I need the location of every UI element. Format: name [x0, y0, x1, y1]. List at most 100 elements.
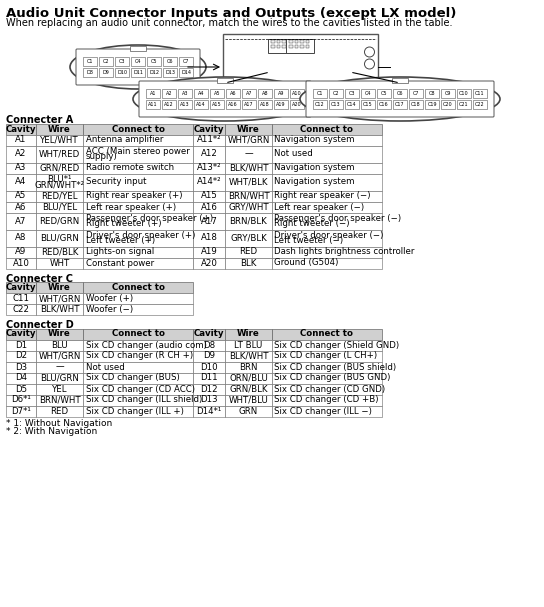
Text: Driver's door speaker (−): Driver's door speaker (−): [275, 231, 384, 240]
FancyBboxPatch shape: [425, 89, 439, 98]
Text: WHT/GRN: WHT/GRN: [38, 294, 81, 303]
Bar: [193, 246, 225, 257]
Ellipse shape: [70, 45, 206, 89]
Bar: [193, 384, 225, 395]
FancyBboxPatch shape: [361, 100, 375, 109]
Text: C22: C22: [475, 102, 485, 107]
Text: Cavity: Cavity: [6, 124, 36, 134]
Text: Connecter D: Connecter D: [6, 320, 74, 330]
Text: C4: C4: [364, 91, 371, 96]
FancyBboxPatch shape: [194, 89, 208, 98]
Text: A16: A16: [228, 102, 238, 107]
Bar: [272, 246, 382, 257]
Text: D12: D12: [149, 70, 159, 75]
Text: WHT/RED: WHT/RED: [39, 149, 80, 158]
Text: Six CD changer (ILL +): Six CD changer (ILL +): [85, 407, 183, 416]
Text: C16: C16: [379, 102, 389, 107]
Text: GRN/BLK: GRN/BLK: [229, 384, 268, 393]
Bar: [6, 350, 36, 362]
Bar: [36, 328, 83, 339]
Bar: [36, 191, 83, 202]
Text: C11: C11: [475, 91, 485, 96]
Text: —: —: [244, 149, 253, 158]
Bar: [193, 202, 225, 212]
Bar: [193, 257, 225, 268]
FancyBboxPatch shape: [146, 89, 160, 98]
Text: D8: D8: [203, 341, 215, 350]
Text: Right rear speaker (−): Right rear speaker (−): [275, 191, 371, 200]
Bar: [272, 350, 382, 362]
FancyBboxPatch shape: [163, 68, 177, 77]
Bar: [272, 163, 382, 174]
Text: LT BLU: LT BLU: [234, 341, 263, 350]
Text: D13: D13: [165, 70, 175, 75]
Bar: [83, 282, 193, 293]
Text: A16: A16: [201, 203, 218, 211]
Text: When replacing an audio unit connector, match the wires to the cavities listed i: When replacing an audio unit connector, …: [6, 18, 453, 28]
Text: A20: A20: [201, 259, 218, 268]
Text: Six CD changer (Shield GND): Six CD changer (Shield GND): [275, 341, 400, 350]
Text: C3: C3: [119, 59, 125, 64]
Bar: [225, 229, 272, 246]
Bar: [282, 40, 286, 43]
Text: BRN/WHT: BRN/WHT: [39, 396, 81, 404]
Bar: [6, 395, 36, 405]
FancyBboxPatch shape: [99, 57, 113, 66]
Text: GRY/WHT: GRY/WHT: [228, 203, 269, 211]
Text: Six CD changer (L CH+): Six CD changer (L CH+): [275, 351, 378, 361]
Text: Wire: Wire: [48, 330, 71, 339]
Text: A15: A15: [212, 102, 222, 107]
Text: BLK/WHT: BLK/WHT: [228, 163, 268, 172]
FancyBboxPatch shape: [361, 89, 375, 98]
Bar: [193, 135, 225, 146]
FancyBboxPatch shape: [409, 100, 423, 109]
Bar: [272, 174, 382, 191]
Text: supply): supply): [85, 152, 118, 161]
FancyBboxPatch shape: [222, 34, 378, 86]
Text: C5: C5: [381, 91, 387, 96]
Text: Constant power: Constant power: [85, 259, 153, 268]
Text: A6: A6: [230, 91, 236, 96]
Bar: [36, 384, 83, 395]
FancyBboxPatch shape: [393, 89, 407, 98]
Bar: [289, 45, 293, 48]
Text: BLU/YEL: BLU/YEL: [42, 203, 77, 211]
Bar: [6, 362, 36, 373]
FancyBboxPatch shape: [473, 100, 487, 109]
Text: Six CD changer (CD ACC): Six CD changer (CD ACC): [85, 384, 195, 393]
Text: C20: C20: [443, 102, 453, 107]
Text: Six CD changer (BUS shield): Six CD changer (BUS shield): [275, 362, 397, 371]
Text: BLU: BLU: [51, 341, 68, 350]
Text: C19: C19: [427, 102, 437, 107]
Text: Connect to: Connect to: [112, 283, 164, 292]
Text: RED/YEL: RED/YEL: [41, 191, 78, 200]
FancyBboxPatch shape: [194, 100, 208, 109]
FancyBboxPatch shape: [242, 100, 256, 109]
Text: A19: A19: [201, 248, 218, 257]
FancyBboxPatch shape: [163, 57, 177, 66]
Text: A10: A10: [292, 91, 302, 96]
Text: C15: C15: [363, 102, 373, 107]
Bar: [289, 40, 293, 43]
Circle shape: [364, 59, 374, 69]
Text: D13: D13: [200, 396, 218, 404]
Bar: [272, 146, 382, 163]
FancyBboxPatch shape: [76, 49, 200, 85]
Text: A8: A8: [15, 234, 27, 243]
Bar: [225, 191, 272, 202]
Text: YEL: YEL: [52, 384, 67, 393]
Text: Passenger's door speaker (+): Passenger's door speaker (+): [85, 214, 213, 223]
Text: Passenger's door speaker (−): Passenger's door speaker (−): [275, 214, 401, 223]
Bar: [83, 229, 193, 246]
Bar: [193, 339, 225, 350]
Bar: [193, 373, 225, 384]
Bar: [83, 384, 193, 395]
Bar: [272, 395, 382, 405]
Text: D14: D14: [181, 70, 191, 75]
Text: D10: D10: [117, 70, 127, 75]
FancyBboxPatch shape: [178, 89, 192, 98]
Bar: [83, 362, 193, 373]
Text: Antenna amplifier: Antenna amplifier: [85, 135, 163, 144]
Text: WHT/BLK: WHT/BLK: [228, 177, 268, 186]
Text: Navigation system: Navigation system: [275, 135, 355, 144]
